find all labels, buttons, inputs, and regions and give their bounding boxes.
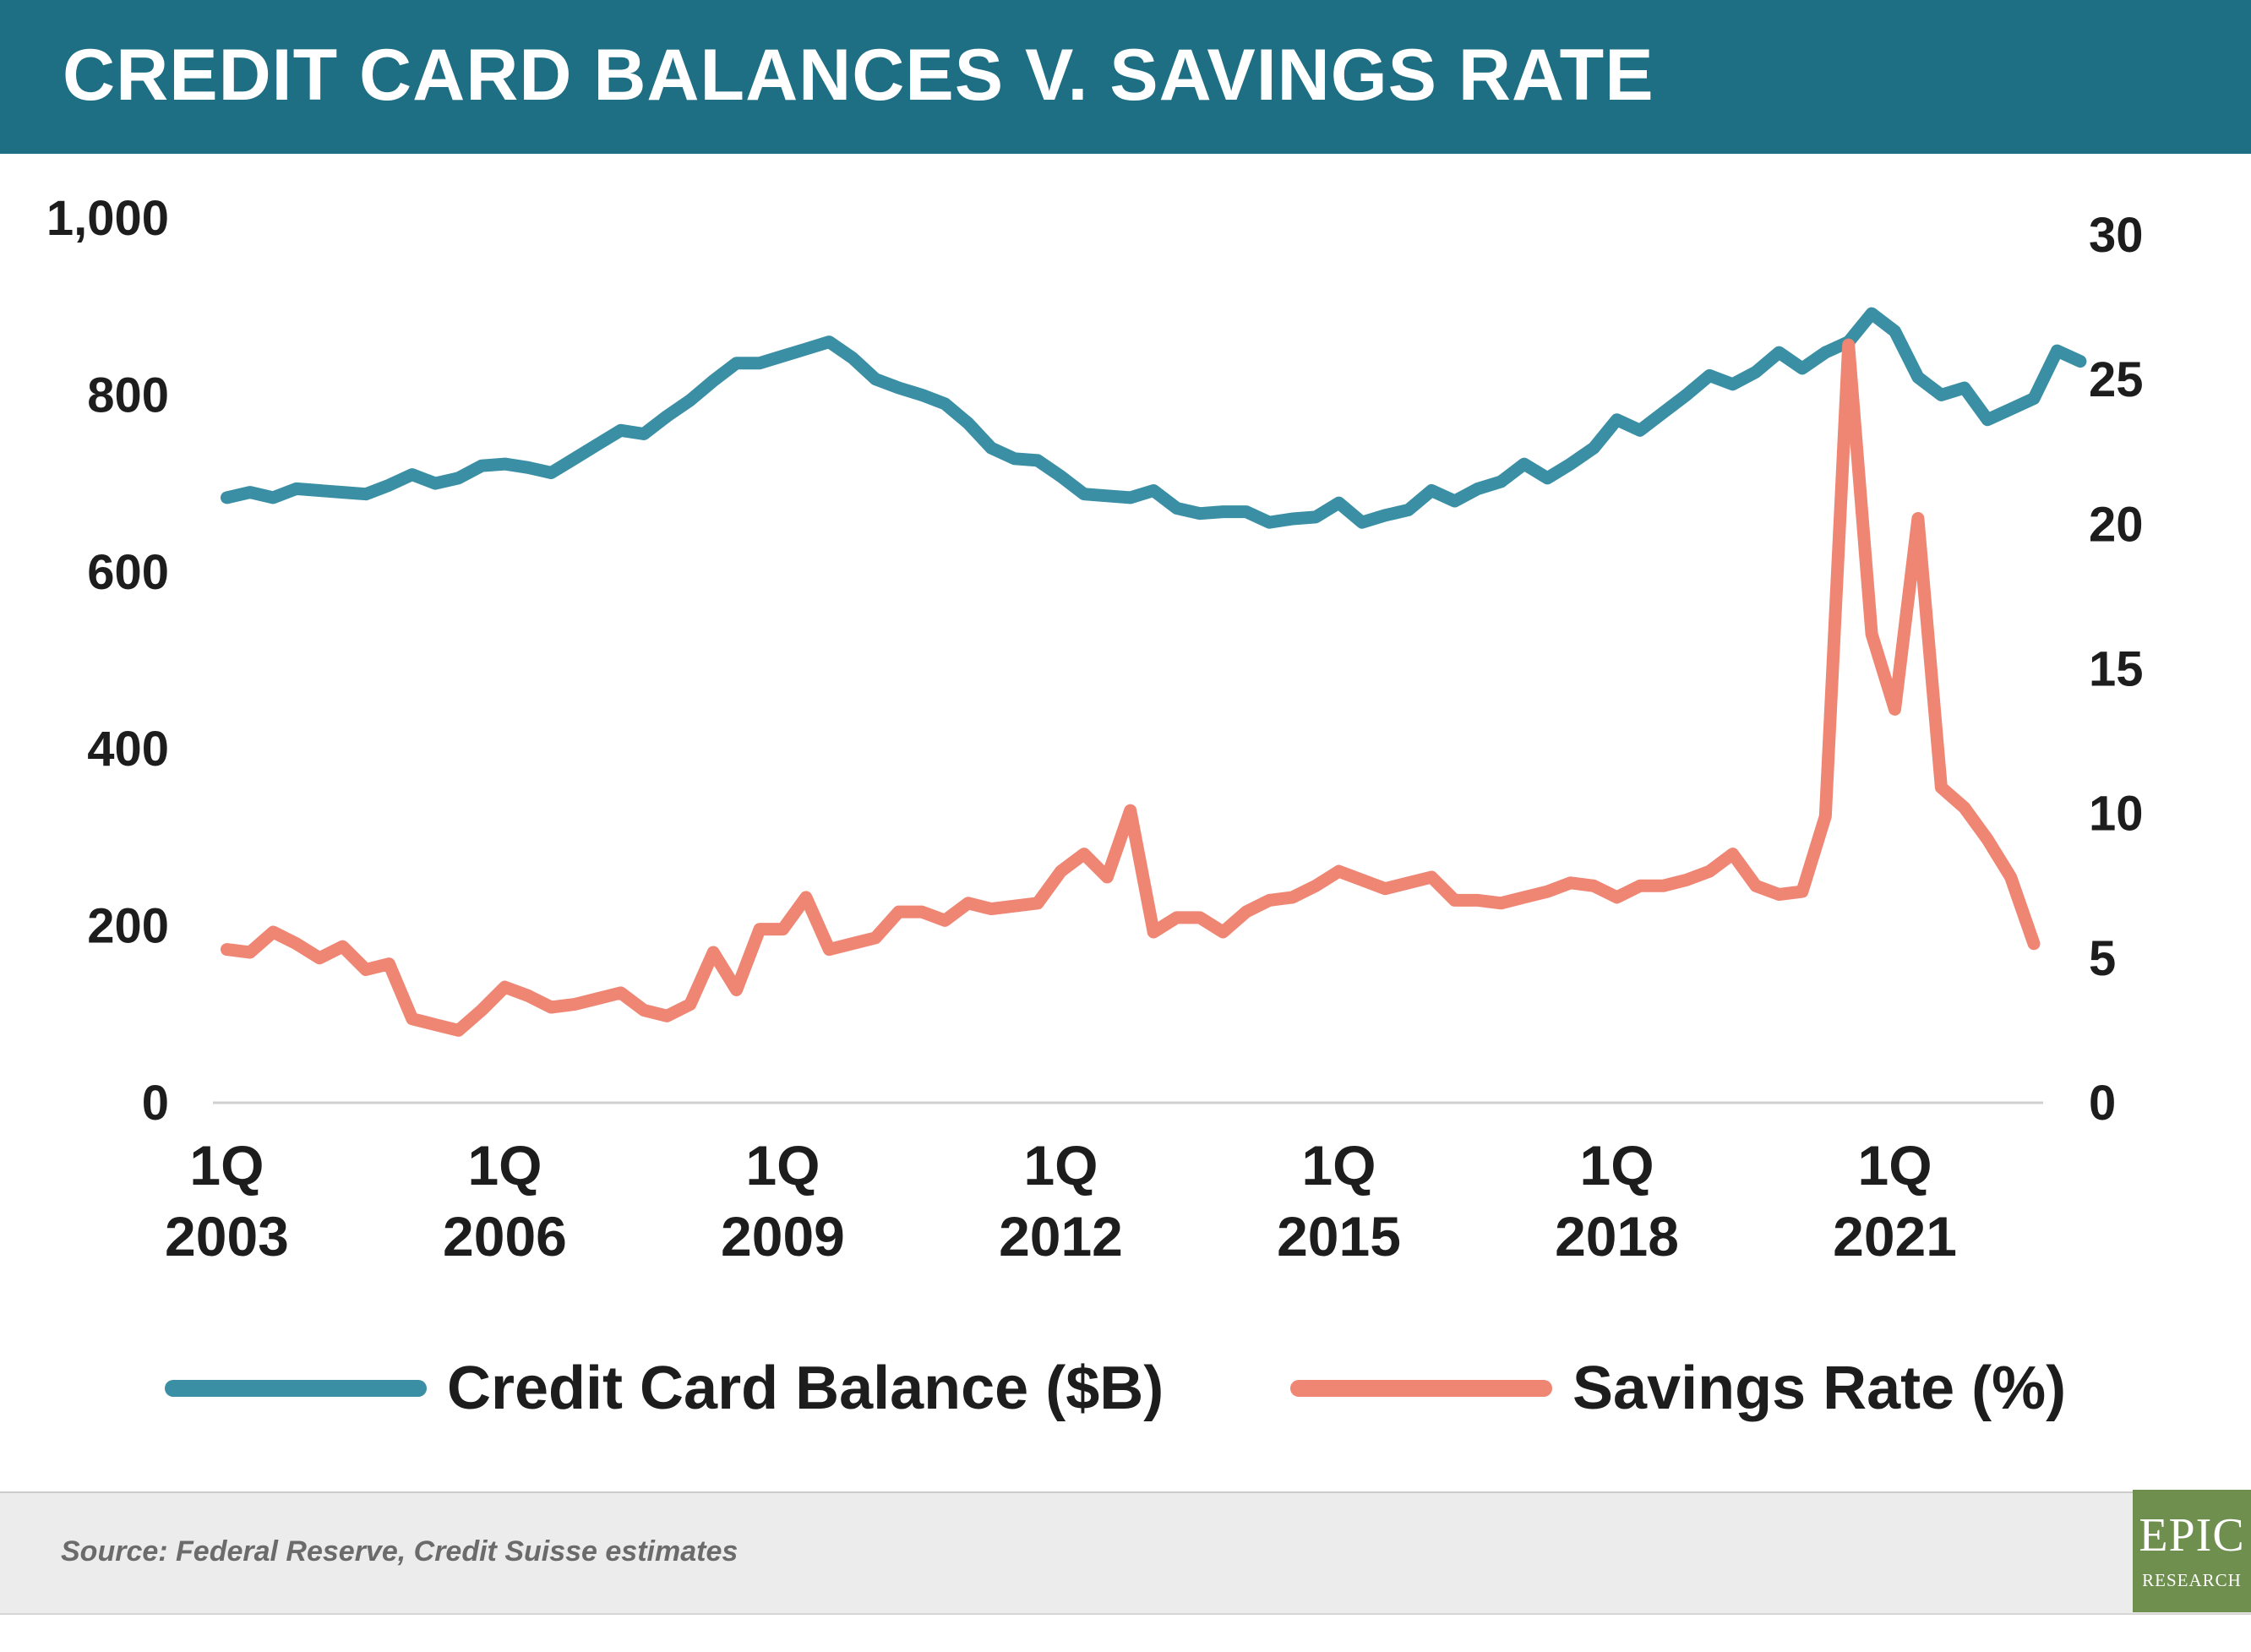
y-left-tick-label: 0 bbox=[142, 1076, 169, 1131]
series-line-savings-rate bbox=[221, 338, 2041, 1037]
x-tick-label: 1Q bbox=[1023, 1134, 1098, 1197]
x-tick-label: 2009 bbox=[721, 1205, 845, 1268]
legend-swatch-balance bbox=[165, 1380, 427, 1397]
y-right-tick-label: 5 bbox=[2089, 931, 2116, 986]
chart: 0 200 400 600 800 1,000 0 5 10 15 20 25 30 1Q 2003 1Q 20… bbox=[46, 191, 2144, 1268]
y-right-tick-label: 20 bbox=[2089, 497, 2144, 552]
x-tick-label: 1Q bbox=[467, 1134, 542, 1197]
x-tick-label: 1Q bbox=[1858, 1134, 1932, 1197]
y-right-tick-label: 25 bbox=[2089, 352, 2144, 407]
x-tick-label: 2018 bbox=[1555, 1205, 1679, 1268]
series-line-credit-card-balance bbox=[221, 307, 2087, 529]
y-left-tick-label: 400 bbox=[87, 722, 169, 777]
legend-savings: Savings Rate (%) bbox=[1290, 1350, 2066, 1426]
x-tick-label: 2021 bbox=[1833, 1205, 1957, 1268]
x-tick-label: 1Q bbox=[1579, 1134, 1654, 1197]
source-note: Source: Federal Reserve, Credit Suisse e… bbox=[61, 1535, 739, 1567]
x-tick-label: 1Q bbox=[189, 1134, 264, 1197]
y-right-tick-label: 30 bbox=[2089, 208, 2144, 263]
y-right-tick-label: 10 bbox=[2089, 787, 2144, 842]
logo-text-research: RESEARCH bbox=[2142, 1570, 2242, 1590]
y-left-tick-label: 800 bbox=[87, 368, 169, 423]
legend-label-balance: Credit Card Balance ($B) bbox=[447, 1355, 1164, 1422]
epic-research-logo: EPIC RESEARCH bbox=[2133, 1490, 2251, 1612]
legend-balance: Credit Card Balance ($B) bbox=[165, 1350, 1164, 1426]
y-right-tick-label: 0 bbox=[2089, 1076, 2116, 1131]
title-banner: CREDIT CARD BALANCES V. SAVINGS RATE bbox=[0, 0, 2251, 154]
footer: Source: Federal Reserve, Credit Suisse e… bbox=[0, 1491, 2251, 1615]
x-tick-label: 2012 bbox=[999, 1205, 1123, 1268]
x-tick-label: 2015 bbox=[1277, 1205, 1401, 1268]
y-left-tick-label: 600 bbox=[87, 545, 169, 600]
y-right-tick-label: 15 bbox=[2089, 642, 2144, 697]
x-tick-label: 1Q bbox=[1301, 1134, 1376, 1197]
legend-swatch-savings bbox=[1290, 1380, 1552, 1397]
x-tick-label: 1Q bbox=[745, 1134, 820, 1197]
x-tick-label: 2006 bbox=[443, 1205, 567, 1268]
y-left-tick-label: 200 bbox=[87, 899, 169, 954]
legend-label-savings: Savings Rate (%) bbox=[1572, 1355, 2067, 1422]
y-left-tick-label: 1,000 bbox=[46, 191, 169, 246]
x-tick-label: 2003 bbox=[165, 1205, 289, 1268]
logo-text-epic: EPIC bbox=[2139, 1509, 2245, 1562]
chart-title: CREDIT CARD BALANCES V. SAVINGS RATE bbox=[63, 35, 1654, 116]
